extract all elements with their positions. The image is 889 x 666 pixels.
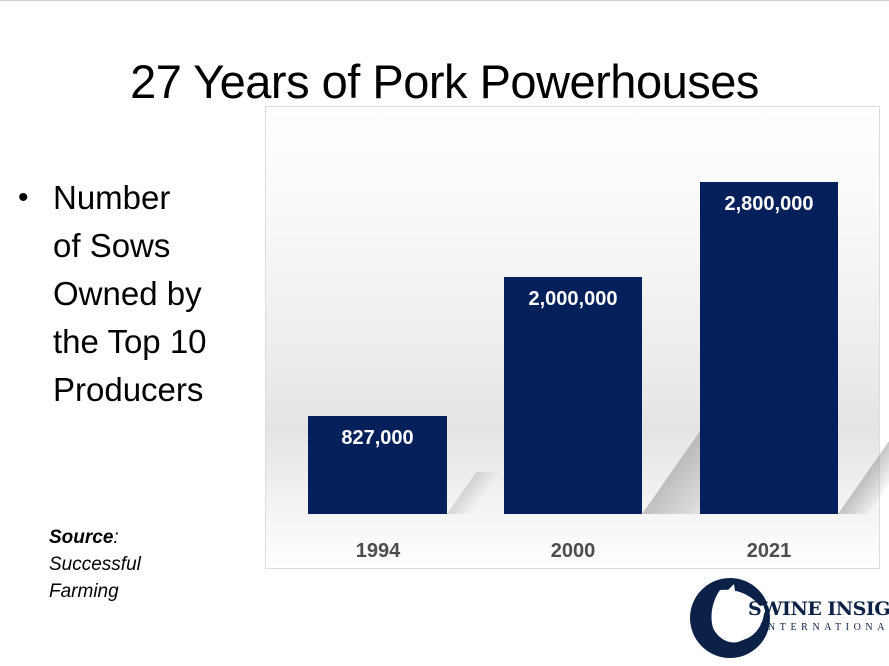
swine-insights-logo: SWINE INSIGHTS INTERNATIONAL [690,570,889,660]
slide-title: 27 Years of Pork Powerhouses [130,55,759,108]
source-citation: Source: Successful Farming [49,524,141,605]
source-line: Successful [49,554,141,575]
bar-2000: 2,000,000 [504,277,642,514]
pig-head-crescent-icon [690,578,770,658]
bullet-line: Producers [53,371,204,408]
bullet-dot-icon: • [18,181,29,214]
logo-title: SWINE INSIGHTS [748,598,889,620]
bar-chart: 827,000 2,000,000 2,800,000 1994 2000 20… [265,106,889,569]
bullet-line: the Top 10 [53,323,207,360]
bar-2021: 2,800,000 [700,182,838,514]
x-axis-label: 1994 [355,540,401,562]
bullet-line: Owned by [53,275,202,312]
source-colon: : [113,527,119,548]
bar-value-label: 2,800,000 [724,193,814,215]
bullet-line: Number [53,179,171,216]
x-axis-label: 2000 [550,540,596,562]
x-axis-label: 2021 [746,540,792,562]
bullet-line: of Sows [53,227,171,264]
bar-value-label: 827,000 [341,427,414,449]
bar-shadow [838,437,889,514]
logo-subtitle: INTERNATIONAL [760,622,889,633]
bar-shadow [447,472,499,514]
source-line: Farming [49,581,119,602]
bullet-text: Number of Sows Owned by the Top 10 Produ… [53,174,258,414]
bar-value-label: 2,000,000 [528,288,618,310]
bar-1994: 827,000 [308,416,447,514]
source-label: Source [49,527,114,548]
slide-top-border [0,0,889,1]
